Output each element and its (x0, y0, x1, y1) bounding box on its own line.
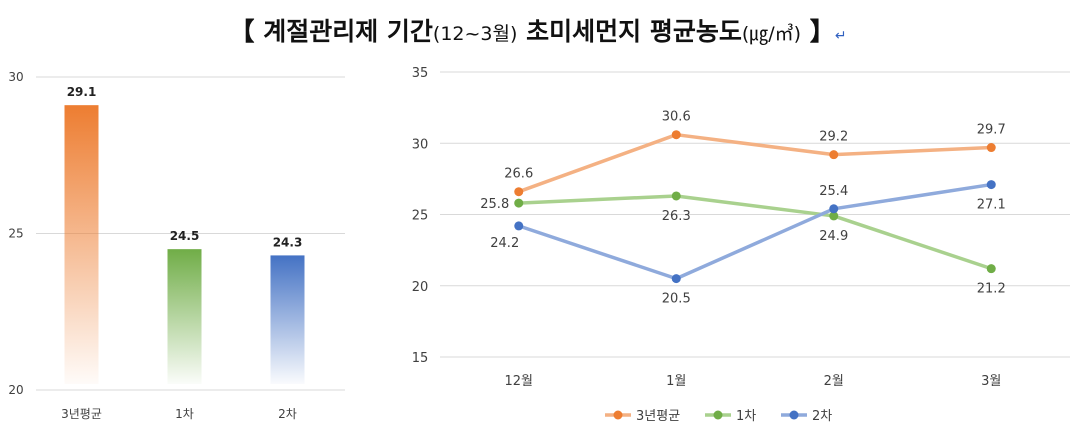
data-point (671, 274, 681, 284)
series-line (518, 182, 992, 281)
line-y-tick-label: 30 (412, 137, 429, 152)
series-line (518, 194, 992, 271)
data-point (986, 180, 996, 190)
legend-marker (613, 410, 623, 420)
bar-x-tick-label: 2차 (278, 407, 297, 421)
title-period: (12~3월) (432, 23, 518, 45)
data-label: 24.9 (819, 229, 848, 244)
bar-y-tick-label: 25 (8, 227, 23, 241)
legend-label: 3년평균 (636, 409, 680, 424)
data-point (829, 204, 839, 214)
line-x-tick-label: 1월 (666, 374, 686, 389)
data-point (671, 191, 681, 201)
title-main-b: 초미세먼지 평균농도 (526, 17, 742, 46)
data-label: 25.8 (480, 197, 509, 212)
bar-value-label: 24.5 (170, 229, 200, 243)
bar-value-label: 29.1 (67, 85, 97, 99)
line-chart: 15 20 25 30 35 12월 1월 2월 3월 26.6 30.6 29.2 29.7 25.8 2… (412, 66, 1070, 424)
bar-x-tick-label: 3년평균 (61, 407, 102, 421)
data-label: 27.1 (977, 198, 1006, 213)
data-point (829, 150, 839, 160)
title-unit: (㎍/㎥) (741, 23, 802, 45)
bar (270, 255, 305, 384)
data-point (986, 264, 996, 274)
line-y-tick-label: 25 (412, 209, 429, 224)
data-point (671, 130, 681, 140)
line-x-tick-label: 3월 (981, 374, 1001, 389)
bar (167, 249, 202, 384)
legend-label: 1차 (736, 409, 756, 424)
bar-y-tick-label: 20 (8, 383, 23, 397)
bar-chart: 20 25 30 29.1 3년평균 24.5 1차 24.3 2차 (8, 70, 345, 421)
line-y-tick-label: 20 (412, 280, 429, 295)
legend-marker (789, 410, 799, 420)
page-title: 【 계절관리제 기간(12~3월) 초미세먼지 평균농도(㎍/㎥) 】↵ (0, 12, 1076, 48)
data-point (514, 198, 524, 208)
bar-value-label: 24.3 (273, 235, 303, 249)
data-label: 24.2 (490, 236, 519, 251)
data-label: 30.6 (662, 110, 691, 125)
data-point (829, 211, 839, 221)
data-label: 20.5 (662, 292, 691, 307)
bar-x-tick-label: 1차 (175, 407, 194, 421)
title-main-a: 계절관리제 기간 (263, 17, 433, 46)
legend-label: 2차 (812, 409, 832, 424)
return-mark-icon: ↵ (834, 28, 847, 44)
data-label: 25.4 (819, 184, 848, 199)
title-open-bracket: 【 (229, 17, 255, 46)
data-label: 26.6 (504, 167, 533, 182)
bar-y-tick-label: 30 (8, 70, 23, 84)
series-line (518, 132, 992, 194)
line-x-tick-label: 2월 (824, 374, 844, 389)
data-point (986, 143, 996, 153)
line-y-tick-label: 15 (412, 351, 429, 366)
line-x-tick-label: 12월 (504, 374, 533, 389)
line-y-tick-label: 35 (412, 66, 429, 81)
data-label: 29.2 (819, 130, 848, 145)
data-point (514, 187, 524, 197)
data-point (514, 221, 524, 231)
data-label: 29.7 (977, 123, 1006, 138)
title-close-bracket: 】 (809, 17, 835, 46)
data-label: 26.3 (662, 209, 691, 224)
bar (64, 105, 99, 385)
data-label: 21.2 (977, 282, 1006, 297)
legend-marker (713, 410, 723, 420)
